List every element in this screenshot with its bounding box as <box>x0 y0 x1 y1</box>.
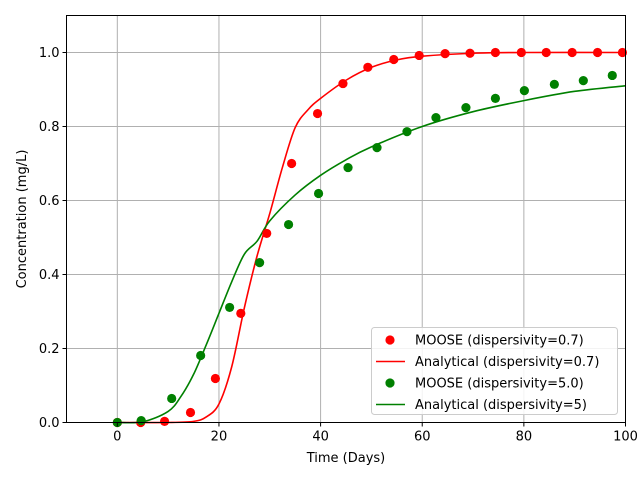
moose-point <box>461 103 471 113</box>
y-tick-label: 1.0 <box>39 46 60 61</box>
moose-point <box>592 47 603 58</box>
moose-point <box>567 47 577 58</box>
moose-point <box>136 416 146 426</box>
moose-point <box>287 158 297 169</box>
moose-point <box>185 407 196 418</box>
moose-point <box>541 47 551 58</box>
moose-point <box>607 70 617 81</box>
moose-point <box>519 86 529 96</box>
moose-point <box>490 47 501 58</box>
x-tick-label: 40 <box>312 430 329 445</box>
y-tick-label: 0.8 <box>39 120 60 135</box>
moose-point <box>440 49 450 59</box>
moose-point <box>465 48 475 58</box>
y-tick-label: 0.0 <box>39 416 60 431</box>
moose-point <box>262 228 272 239</box>
legend-entry-label: Analytical (dispersivity=5) <box>415 398 587 413</box>
moose-point <box>617 47 628 58</box>
moose-point <box>236 308 246 318</box>
y-tick-label: 0.6 <box>39 194 60 209</box>
moose-point <box>516 47 526 58</box>
legend-entry-label: MOOSE (dispersivity=5.0) <box>415 377 584 392</box>
moose-point <box>414 50 424 61</box>
moose-point <box>312 108 323 119</box>
x-tick-label: 80 <box>516 430 533 445</box>
moose-point <box>402 127 412 137</box>
moose-point <box>255 258 265 268</box>
moose-point <box>338 78 348 89</box>
y-tick-label: 0.4 <box>39 268 60 283</box>
moose-point <box>431 113 441 123</box>
moose-point <box>578 76 588 86</box>
legend: MOOSE (dispersivity=0.7) Analytical (disp… <box>371 327 618 415</box>
x-axis-label: Time (Days) <box>306 451 386 466</box>
legend-box <box>371 327 618 415</box>
moose-point <box>313 188 324 199</box>
moose-point <box>167 393 177 404</box>
moose-point <box>343 162 353 173</box>
x-tick-label: 60 <box>414 430 431 445</box>
y-axis-label: Concentration (mg/L) <box>15 150 30 289</box>
moose-point <box>159 416 170 426</box>
x-tick-label: 0 <box>113 430 121 445</box>
legend-entry-label: Analytical (dispersivity=0.7) <box>415 355 599 370</box>
moose-point <box>210 373 220 384</box>
legend-entry-label: MOOSE (dispersivity=0.7) <box>415 334 584 349</box>
plot-frame <box>66 15 626 423</box>
moose-point <box>372 142 382 153</box>
x-tick-label: 20 <box>211 430 228 445</box>
moose-point <box>196 350 206 361</box>
moose-point <box>363 62 373 72</box>
legend-marker-swatch <box>385 335 395 345</box>
series-points <box>112 47 628 428</box>
moose-point <box>549 79 559 89</box>
moose-point <box>225 302 235 313</box>
x-tick-label: 100 <box>613 430 638 445</box>
legend-marker-swatch <box>385 378 395 388</box>
moose-point <box>283 219 294 230</box>
moose-point <box>490 93 501 103</box>
y-tick-label: 0.2 <box>39 342 60 357</box>
moose-point <box>389 54 399 65</box>
ticks: 0 20 40 60 80 100 0.0 0.2 0.4 0.6 0.8 1.0 <box>39 46 638 445</box>
